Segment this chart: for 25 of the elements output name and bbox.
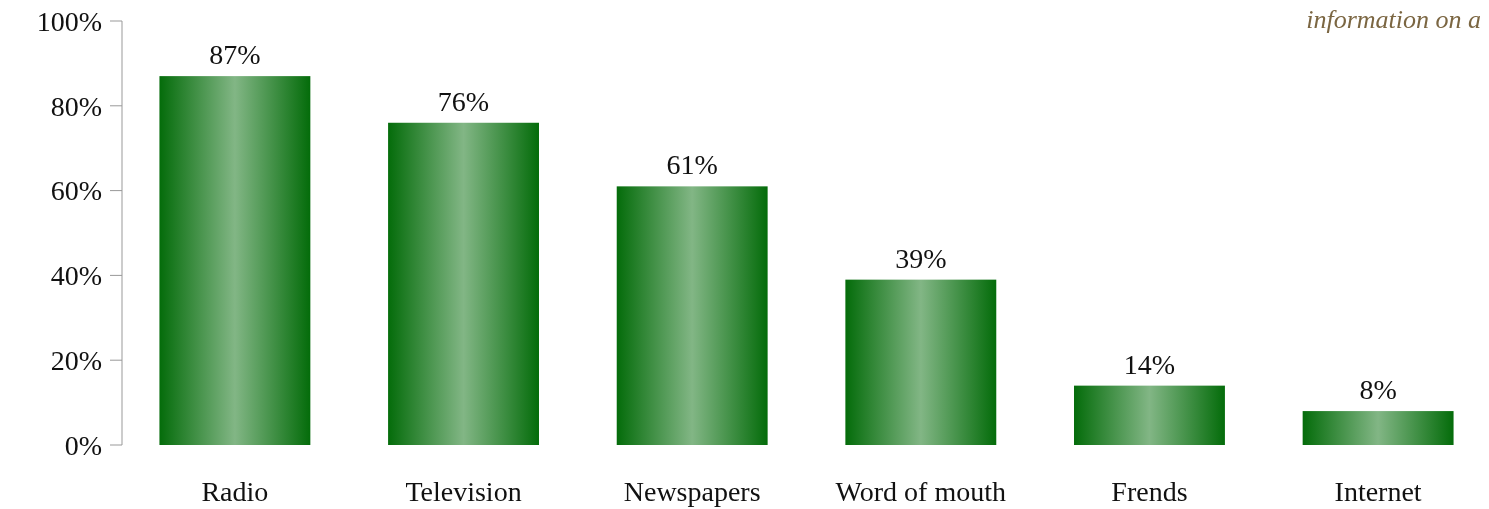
annotation: information on a (1306, 5, 1481, 34)
x-tick-label: Television (405, 476, 522, 507)
y-tick-label: 60% (50, 175, 102, 207)
x-tick-label: Frends (1111, 476, 1188, 507)
x-tick-label: Word of mouth (835, 476, 1007, 507)
y-tick-label: 80% (50, 90, 102, 122)
bar (1074, 385, 1225, 445)
bar (1302, 411, 1454, 445)
x-tick-label: Radio (201, 476, 269, 507)
bar (159, 76, 311, 445)
bar (616, 186, 768, 445)
y-tick-label: 20% (50, 345, 102, 376)
y-tick-label: 0% (64, 429, 102, 461)
x-tick-label: Internet (1334, 476, 1422, 507)
data-label: 87% (209, 39, 261, 71)
y-tick-label: 40% (50, 260, 102, 292)
data-label: 8% (1359, 374, 1397, 406)
y-tick-label: 100% (36, 5, 102, 37)
bar (388, 122, 539, 445)
bar (845, 279, 997, 445)
data-label: 76% (437, 85, 490, 117)
data-label: 61% (666, 149, 718, 181)
data-label: 39% (895, 242, 947, 274)
x-tick-label: Newspapers (623, 476, 761, 507)
data-label: 14% (1123, 348, 1176, 380)
